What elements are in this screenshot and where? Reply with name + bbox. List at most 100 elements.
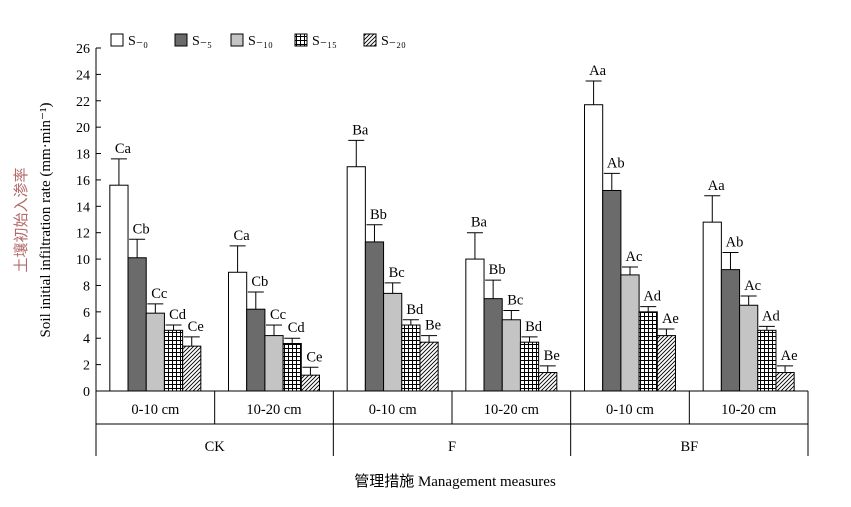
significance-label: Bb: [370, 207, 387, 223]
y-tick-label: 0: [83, 385, 90, 400]
y-tick-label: 12: [76, 227, 90, 242]
bar: [584, 104, 604, 392]
legend-label: S₋₂₀: [381, 34, 406, 49]
y-tick-label: 2: [83, 359, 90, 374]
bar: [109, 184, 129, 392]
y-tick-label: 24: [76, 68, 90, 83]
significance-label: Be: [425, 318, 441, 334]
bar: [519, 341, 540, 392]
significance-label: Cc: [270, 307, 286, 323]
bar-area: Ca Ca Ba Ba Aa Aa Cb Cb Bb Bb Ab Ab Cc Cc Bc Bc Ac Ac Cd Cd…: [109, 63, 798, 392]
bar: [638, 311, 658, 392]
bar: [538, 372, 558, 392]
bar: [182, 345, 202, 392]
y-axis-label: 土壤初始入渗率 Soil initial infiltration rate (…: [12, 103, 54, 338]
significance-label: Ab: [726, 234, 744, 250]
significance-label: Bd: [525, 319, 543, 335]
y-axis-label-en: Soil initial infiltration rate (mm·min⁻¹…: [38, 103, 54, 338]
x-axis-title: 管理措施 Management measures: [354, 473, 556, 490]
legend-swatch: [174, 33, 188, 47]
significance-label: Ad: [643, 289, 661, 305]
significance-label: Cd: [288, 320, 306, 336]
significance-label: Ae: [781, 348, 798, 364]
legend-label: S₋₅: [192, 34, 212, 49]
significance-label: Bb: [489, 262, 506, 278]
bar: [127, 257, 147, 392]
bar: [702, 221, 722, 392]
bar: [656, 335, 676, 392]
bar: [364, 241, 385, 392]
bar: [163, 329, 184, 392]
significance-label: Ba: [352, 122, 369, 138]
bar: [145, 312, 165, 392]
significance-label: Bd: [406, 302, 424, 318]
bar: [246, 308, 266, 392]
bar: [602, 189, 622, 392]
legend-swatch: [230, 33, 244, 47]
significance-label: Ca: [234, 228, 251, 244]
significance-label: Cb: [251, 274, 268, 290]
bar: [620, 274, 640, 392]
y-tick-label: 20: [76, 121, 90, 136]
bar: [739, 304, 759, 392]
legend-label: S₋₁₅: [312, 34, 337, 49]
significance-label: Ca: [115, 141, 132, 157]
significance-label: Bc: [507, 293, 523, 309]
bar: [501, 319, 521, 392]
x-tick-label: 10-20 cm: [484, 402, 540, 418]
bar: [720, 269, 741, 392]
significance-label: Cc: [151, 286, 167, 302]
bar: [264, 335, 284, 392]
bar: [401, 324, 421, 392]
y-axis-label-cn: 土壤初始入渗率: [12, 167, 30, 272]
y-tick-label: 10: [76, 253, 90, 268]
significance-label: Aa: [708, 178, 725, 194]
bar: [228, 271, 248, 392]
significance-label: Ce: [306, 349, 322, 365]
legend-swatch: [110, 33, 124, 47]
x-tick-label: 0-10 cm: [369, 402, 418, 418]
bar: [419, 341, 439, 392]
significance-label: Be: [544, 348, 560, 364]
significance-label: Ac: [744, 278, 761, 294]
x-group-label: CK: [205, 439, 226, 455]
y-tick-label: 16: [76, 174, 90, 189]
x-tick-label: 0-10 cm: [606, 402, 655, 418]
bar: [346, 166, 366, 392]
x-tick-label: 10-20 cm: [246, 402, 302, 418]
bar: [383, 292, 403, 392]
y-tick-label: 14: [76, 200, 90, 215]
legend-label: S₋₀: [128, 34, 148, 49]
legend: S₋₀ S₋₅ S₋₁₀ S₋₁₅ S₋₂₀: [110, 33, 406, 49]
y-tick-label: 18: [76, 148, 90, 163]
significance-label: Cd: [169, 307, 187, 323]
significance-label: Cb: [133, 221, 150, 237]
legend-swatch: [363, 33, 377, 47]
y-tick-label: 8: [83, 279, 90, 294]
bar: [465, 258, 485, 392]
y-tick-label: 6: [83, 306, 90, 321]
bar: [300, 374, 320, 392]
bar: [757, 329, 777, 392]
significance-label: Ba: [471, 215, 488, 231]
x-tick-label: 0-10 cm: [131, 402, 180, 418]
significance-label: Ce: [188, 319, 204, 335]
bar: [282, 343, 302, 392]
legend-label: S₋₁₀: [248, 34, 273, 49]
significance-label: Ab: [607, 155, 625, 171]
x-axis: 0-10 cm 10-20 cm 0-10 cm 10-20 cm 0-10 cm 10-…: [95, 390, 809, 456]
bar: [483, 298, 503, 392]
y-tick-label: 4: [83, 332, 90, 347]
bar: [775, 372, 795, 392]
significance-label: Bc: [389, 265, 405, 281]
significance-label: Ac: [626, 249, 643, 265]
legend-swatch: [294, 33, 308, 47]
y-tick-label: 22: [76, 95, 90, 110]
y-tick-label: 26: [76, 42, 90, 57]
significance-label: Ad: [762, 308, 780, 324]
x-tick-label: 10-20 cm: [721, 402, 777, 418]
x-group-label: BF: [680, 439, 698, 455]
significance-label: Aa: [589, 63, 606, 79]
x-group-label: F: [448, 439, 456, 455]
